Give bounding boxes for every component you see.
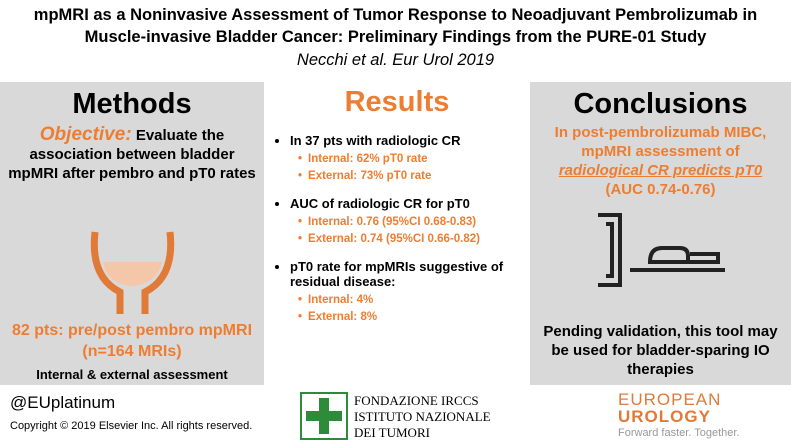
- result-subitem: External: 8%: [308, 311, 530, 323]
- journal-line: UROLOGY: [618, 407, 711, 426]
- conclusion-text: In post-pembrolizumab MIBC, mpMRI assess…: [554, 124, 767, 160]
- title-line: mpMRI as a Noninvasive Assessment of Tum…: [33, 6, 758, 24]
- conclusions-panel: Conclusions In post-pembrolizumab MIBC, …: [530, 82, 791, 385]
- result-subitem: External: 73% pT0 rate: [308, 170, 530, 182]
- result-item: pT0 rate for mpMRIs suggestive of residu…: [290, 259, 530, 323]
- result-subitems: Internal: 4% External: 8%: [290, 294, 530, 323]
- institute-line: DEI TUMORI: [354, 425, 430, 440]
- copyright: Copyright © 2019 Elsevier Inc. All right…: [10, 420, 253, 432]
- result-text: pT0 rate for mpMRIs suggestive of residu…: [290, 259, 504, 289]
- result-text: In 37 pts with radiologic CR: [290, 133, 461, 148]
- result-subitems: Internal: 0.76 (95%CI 0.68-0.83) External…: [290, 216, 530, 245]
- result-subitems: Internal: 62% pT0 rate External: 73% pT0 …: [290, 153, 530, 182]
- conclusion-auc: (AUC 0.74-0.76): [605, 181, 716, 198]
- result-subitem: Internal: 0.76 (95%CI 0.68-0.83): [308, 216, 530, 228]
- journal-line: EUROPEAN: [618, 390, 722, 409]
- result-text: AUC of radiologic CR for pT0: [290, 196, 470, 211]
- result-item: In 37 pts with radiologic CR Internal: 62…: [290, 133, 530, 182]
- results-list: In 37 pts with radiologic CR Internal: 62…: [264, 133, 530, 323]
- bladder-icon: [90, 231, 175, 314]
- title-line: Muscle-invasive Bladder Cancer: Prelimin…: [84, 28, 707, 46]
- result-subitem: Internal: 62% pT0 rate: [308, 153, 530, 165]
- institute-logo: [300, 392, 348, 440]
- closing: Pending validation, this tool may be use…: [543, 323, 778, 378]
- methods-heading: Methods: [72, 88, 192, 120]
- institute-line: ISTITUTO NAZIONALE: [354, 409, 491, 424]
- institute-name: FONDAZIONE IRCCS ISTITUTO NAZIONALE DEI …: [354, 393, 491, 441]
- result-subitem: External: 0.74 (95%CI 0.66-0.82): [308, 233, 530, 245]
- results-panel: Results In 37 pts with radiologic CR Inte…: [264, 82, 530, 385]
- tagline: Forward faster. Together.: [618, 427, 740, 439]
- objective: Objective: Evaluate the association betw…: [8, 125, 256, 183]
- objective-text: Evaluate the association between bladder…: [8, 127, 256, 182]
- mri-icon: [598, 213, 725, 287]
- conclusion-emphasis: radiological CR predicts pT0: [558, 162, 763, 179]
- results-heading: Results: [344, 86, 450, 118]
- conclusions-heading: Conclusions: [573, 88, 748, 120]
- journal-logo: EUROPEAN UROLOGY Forward faster. Togethe…: [618, 391, 739, 442]
- objective-label: Objective:: [39, 124, 132, 145]
- conclusion-statement: In post-pembrolizumab MIBC, mpMRI assess…: [536, 123, 785, 199]
- methods-panel: Methods Objective: Evaluate the associat…: [0, 82, 264, 385]
- result-subitem: Internal: 4%: [308, 294, 530, 306]
- result-item: AUC of radiologic CR for pT0 Internal: 0.…: [290, 196, 530, 245]
- handle: @EUplatinum: [10, 393, 116, 412]
- citation: Necchi et al. Eur Urol 2019: [296, 51, 495, 69]
- assessment: Internal & external assessment: [36, 367, 228, 382]
- institute-line: FONDAZIONE IRCCS: [354, 393, 479, 408]
- patients: 82 pts: pre/post pembro mpMRI (n=164 MRI…: [11, 322, 253, 360]
